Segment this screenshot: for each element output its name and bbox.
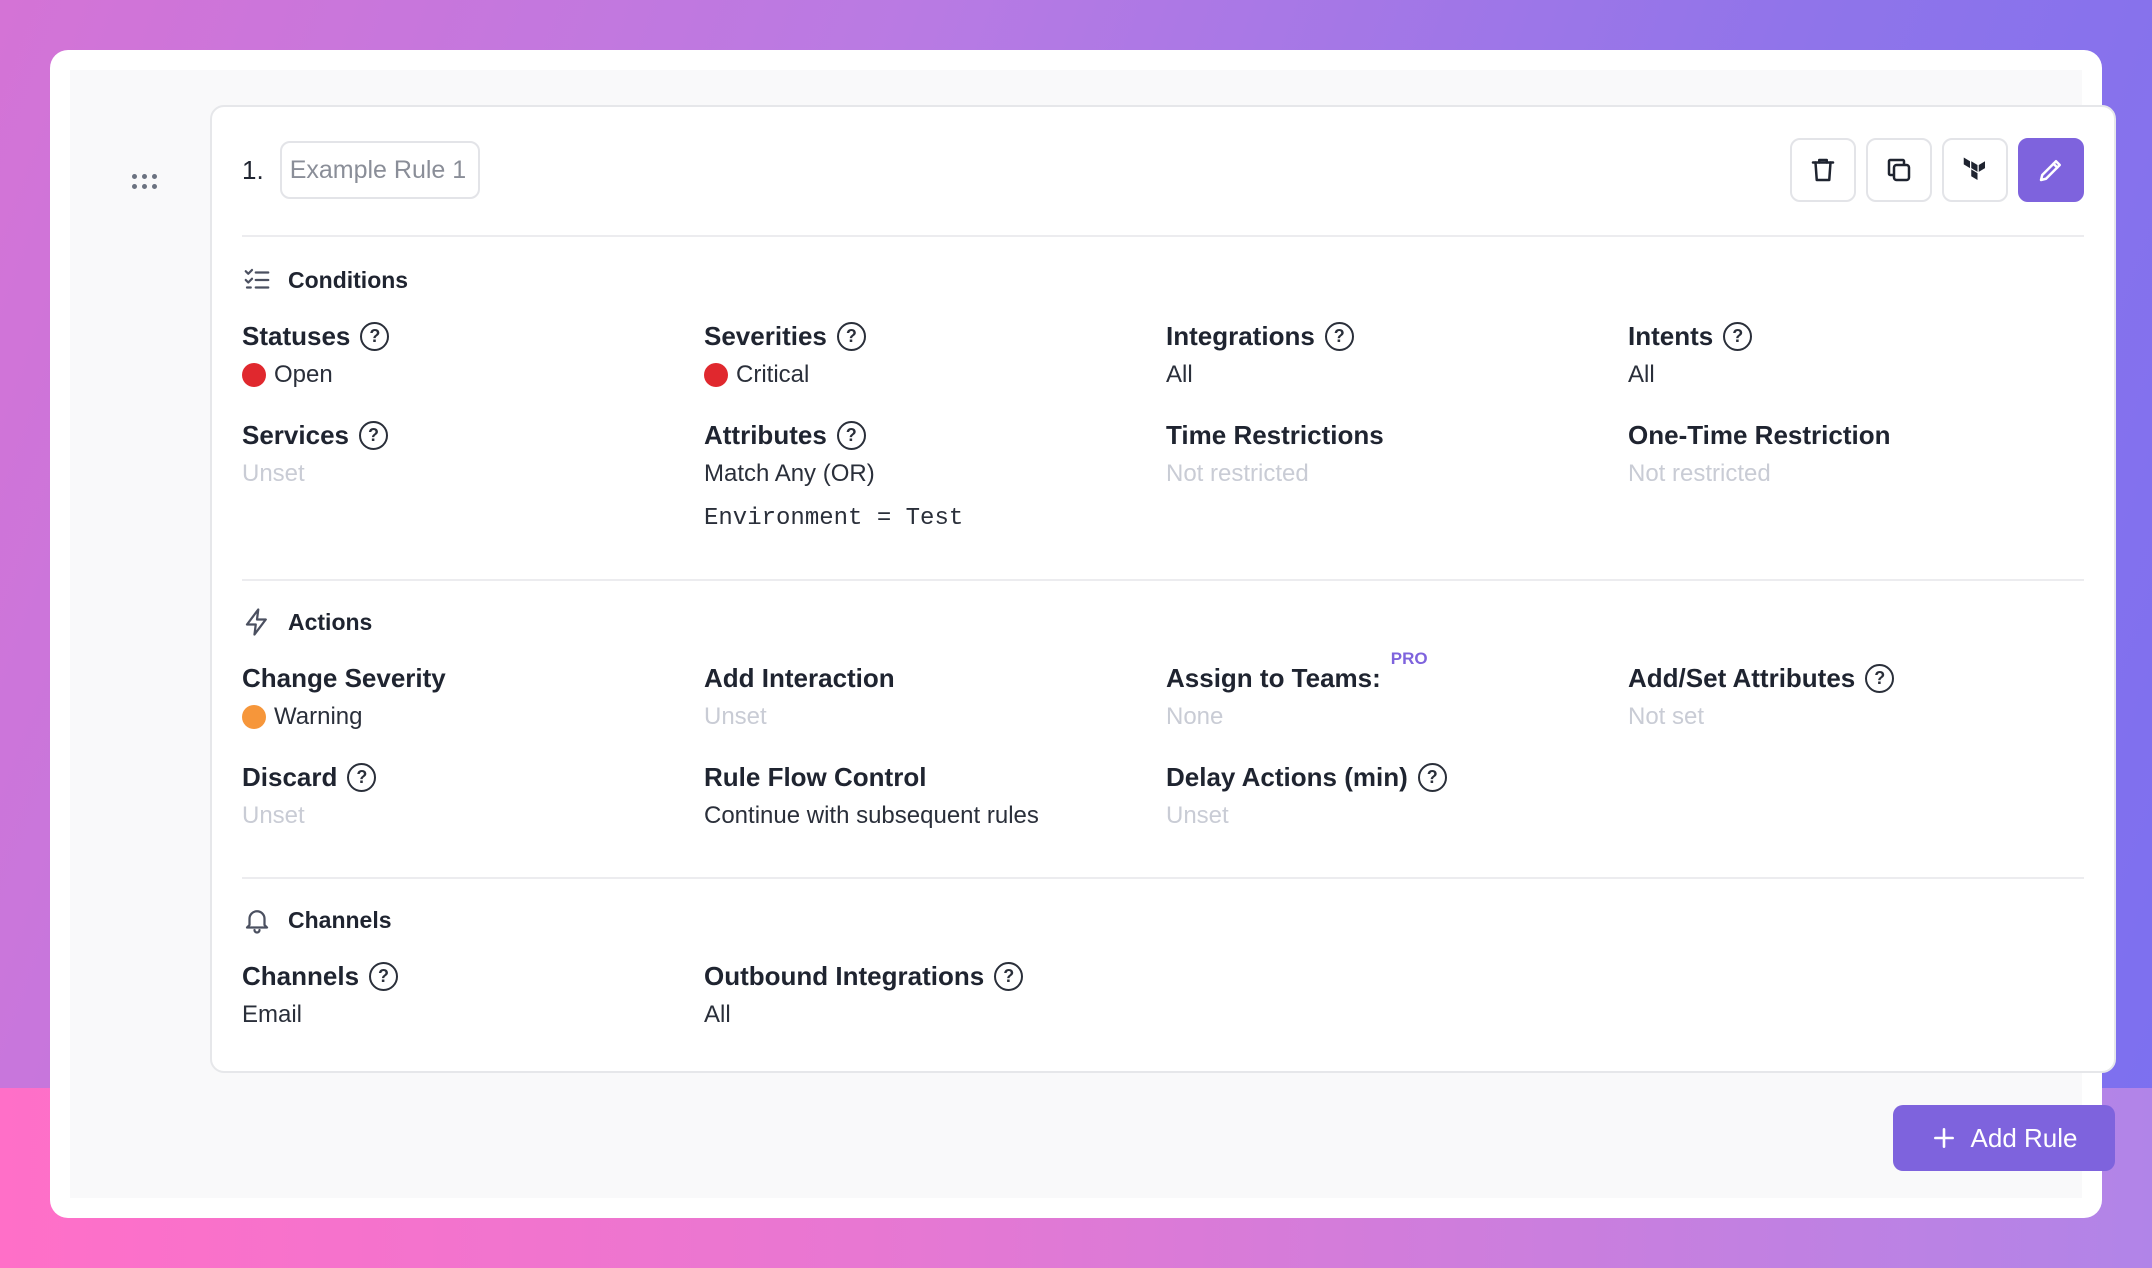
channels-value: Email <box>242 1001 303 1028</box>
help-icon[interactable]: ? <box>358 420 388 450</box>
integrations-value: All <box>1166 361 1193 388</box>
lightning-icon <box>245 608 267 636</box>
attributes-expression: Environment = Test <box>704 504 964 532</box>
add-interaction-value: Unset <box>704 703 767 730</box>
attributes-field: Attributes? Match Any (OR) Environment =… <box>704 419 964 532</box>
delay-actions-field: Delay Actions (min)? Unset <box>1166 760 1606 832</box>
add-interaction-field: Add Interaction Unset <box>704 662 895 731</box>
rule-flow-control-value: Continue with subsequent rules <box>704 802 1039 829</box>
help-icon[interactable]: ? <box>369 961 399 991</box>
conditions-divider <box>242 579 2084 581</box>
terraform-button[interactable] <box>1942 138 2008 202</box>
channels-section-title: Channels <box>242 905 392 935</box>
rule-header: 1. <box>242 138 2084 202</box>
copy-icon <box>1887 158 1911 182</box>
help-icon[interactable]: ? <box>836 420 866 450</box>
help-icon[interactable]: ? <box>1865 663 1895 693</box>
bell-icon <box>245 910 269 934</box>
rule-flow-control-field: Rule Flow Control Continue with subseque… <box>704 761 1039 830</box>
conditions-section-title: Conditions <box>242 265 408 295</box>
services-value: Unset <box>242 460 305 487</box>
pro-badge: PRO <box>1390 649 1428 668</box>
help-icon[interactable]: ? <box>347 762 377 792</box>
help-icon[interactable]: ? <box>360 321 390 351</box>
outbound-integrations-field: Outbound Integrations? All <box>704 959 1144 1031</box>
outbound-integrations-value: All <box>704 1001 731 1028</box>
delete-button[interactable] <box>1790 138 1856 202</box>
help-icon[interactable]: ? <box>994 961 1024 991</box>
one-time-restriction-field: One-Time Restriction Not restricted <box>1628 419 1891 488</box>
severities-value: Critical <box>736 361 810 388</box>
statuses-field: Statuses? Open <box>242 319 682 391</box>
terraform-icon <box>1963 157 1985 180</box>
app-window: 1. <box>50 50 2116 1218</box>
severities-field: Severities? Critical <box>704 319 1144 391</box>
rule-card: 1. <box>210 105 2116 1073</box>
one-time-restriction-value: Not restricted <box>1628 460 1771 487</box>
rule-actions <box>1790 138 2084 202</box>
rules-canvas: 1. <box>70 70 2116 1198</box>
edit-button[interactable] <box>2018 138 2084 202</box>
change-severity-field: Change Severity Warning <box>242 662 446 730</box>
help-icon[interactable]: ? <box>1324 321 1354 351</box>
services-field: Services? Unset <box>242 418 682 490</box>
pencil-icon <box>2039 160 2061 182</box>
attributes-value: Match Any (OR) <box>704 460 875 487</box>
rule-number: 1. <box>242 154 264 185</box>
assign-to-teams-value: None <box>1166 703 1224 730</box>
discard-value: Unset <box>242 802 305 829</box>
drag-handle-icon[interactable] <box>132 174 160 192</box>
add-set-attributes-value: Not set <box>1628 703 1705 730</box>
actions-section-title: Actions <box>242 607 372 637</box>
change-severity-value: Warning <box>274 703 363 730</box>
integrations-field: Integrations? All <box>1166 319 1606 391</box>
duplicate-button[interactable] <box>1866 138 1932 202</box>
time-restrictions-field: Time Restrictions Not restricted <box>1166 419 1384 488</box>
checklist-icon <box>244 268 270 289</box>
rule-name-input[interactable] <box>279 141 480 199</box>
severity-dot-icon <box>704 363 728 387</box>
severity-dot-icon <box>242 705 266 729</box>
intents-field: Intents? All <box>1628 319 2068 391</box>
help-icon[interactable]: ? <box>836 321 866 351</box>
time-restrictions-value: Not restricted <box>1166 460 1309 487</box>
assign-to-teams-field: Assign to Teams: PRO None <box>1166 649 1428 730</box>
plus-icon <box>1933 1128 1954 1148</box>
add-set-attributes-field: Add/Set Attributes? Not set <box>1628 661 2068 733</box>
status-dot-icon <box>242 363 266 387</box>
discard-field: Discard? Unset <box>242 760 682 832</box>
trash-icon <box>1811 158 1835 182</box>
actions-divider <box>242 877 2084 879</box>
statuses-value: Open <box>274 361 333 388</box>
help-icon[interactable]: ? <box>1723 321 1753 351</box>
delay-actions-value: Unset <box>1166 802 1229 829</box>
add-rule-button[interactable]: Add Rule <box>1893 1105 2115 1171</box>
intents-value: All <box>1628 361 1655 388</box>
header-divider <box>242 235 2084 237</box>
channels-field: Channels? Email <box>242 959 682 1031</box>
help-icon[interactable]: ? <box>1417 762 1447 792</box>
